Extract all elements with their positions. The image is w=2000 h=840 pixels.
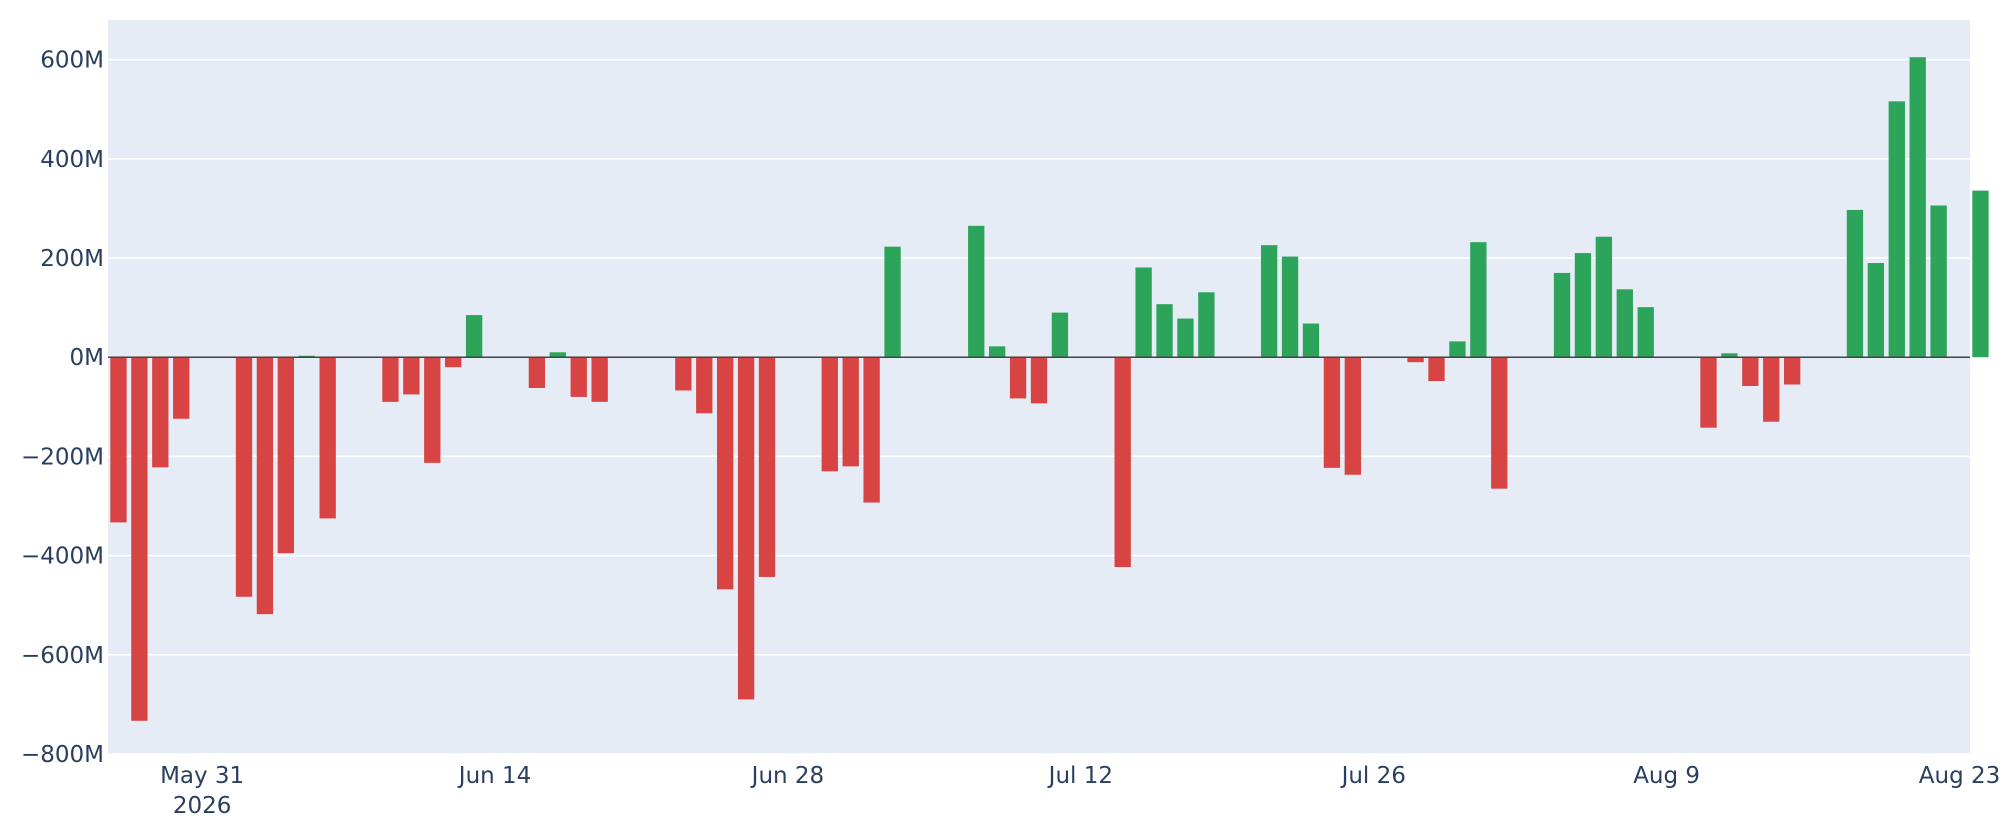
bar xyxy=(675,357,692,391)
bar xyxy=(863,357,880,503)
bar xyxy=(445,357,462,368)
bar xyxy=(1407,357,1424,363)
x-tick-label: Aug 23 xyxy=(1919,763,2000,789)
x-tick-label: Jun 14 xyxy=(457,763,532,789)
bar xyxy=(717,357,734,590)
bar xyxy=(1114,357,1131,568)
bar xyxy=(465,315,483,358)
bar xyxy=(1135,267,1152,358)
bar xyxy=(110,357,127,523)
bar xyxy=(1763,357,1780,422)
bar xyxy=(256,357,274,615)
bar xyxy=(884,246,901,358)
bar xyxy=(403,357,420,395)
bar xyxy=(842,357,859,467)
bar xyxy=(1721,353,1738,358)
bar xyxy=(988,346,1006,358)
bars xyxy=(110,57,1989,721)
bar xyxy=(968,225,985,358)
y-tick-label: −800M xyxy=(21,742,104,768)
y-tick-label: 600M xyxy=(40,48,104,74)
bar xyxy=(1972,190,1989,358)
bar xyxy=(235,357,253,597)
bar xyxy=(1491,357,1508,489)
bar xyxy=(1260,245,1278,358)
bar xyxy=(1030,357,1048,404)
bar xyxy=(570,357,587,397)
bar xyxy=(152,357,169,468)
bar xyxy=(528,357,546,388)
x-tick-sublabel: 2026 xyxy=(173,793,232,819)
bar xyxy=(1867,263,1885,358)
bar xyxy=(549,352,566,358)
y-tick-label: −600M xyxy=(21,643,104,669)
x-tick-label: May 31 xyxy=(160,763,244,789)
bar xyxy=(1198,292,1215,358)
y-tick-label: 400M xyxy=(40,147,104,173)
bar xyxy=(591,357,608,402)
bar xyxy=(1323,357,1341,468)
x-tick-label: Jul 12 xyxy=(1047,763,1113,789)
bar xyxy=(696,357,713,414)
bar xyxy=(1909,57,1926,358)
bar xyxy=(1470,242,1487,358)
bar xyxy=(1930,205,1947,358)
y-tick-label: −200M xyxy=(21,444,104,470)
bar xyxy=(1009,357,1027,399)
y-tick-label: 0M xyxy=(70,345,104,371)
bar xyxy=(1888,101,1905,358)
bar xyxy=(424,357,441,463)
y-axis-tick-labels: −800M −600M −400M −200M 0M 200M 400M 600M xyxy=(21,48,104,768)
bar xyxy=(1846,209,1864,358)
x-axis-tick-labels: May 31 2026 Jun 14 Jun 28 Jul 12 Jul 26 Aug 9 A… xyxy=(160,763,2000,819)
y-tick-label: −400M xyxy=(21,544,104,570)
bar xyxy=(1177,318,1194,358)
x-tick-label: Jul 26 xyxy=(1340,763,1406,789)
bar xyxy=(1156,304,1173,358)
bar xyxy=(173,357,190,419)
grid-lines xyxy=(108,58,1970,755)
y-tick-label: 200M xyxy=(40,246,104,272)
bar xyxy=(1574,253,1592,358)
bar xyxy=(1051,312,1069,358)
bar xyxy=(1616,289,1633,358)
bar xyxy=(1700,357,1717,428)
bar xyxy=(1344,357,1361,475)
bar xyxy=(277,357,294,554)
bar xyxy=(1595,236,1613,358)
bar xyxy=(821,357,838,472)
bar xyxy=(1553,272,1571,358)
bar xyxy=(758,357,776,577)
bar xyxy=(1784,357,1801,385)
bar xyxy=(131,357,148,721)
bar xyxy=(1428,357,1445,382)
bar xyxy=(737,357,755,700)
bar xyxy=(319,357,336,519)
x-tick-label: Aug 9 xyxy=(1633,763,1700,789)
bar xyxy=(1281,256,1299,358)
bar xyxy=(382,357,399,402)
x-tick-label: Jun 28 xyxy=(750,763,825,789)
bar xyxy=(1302,323,1320,358)
bar xyxy=(1637,307,1654,358)
bar xyxy=(1449,341,1466,358)
bar xyxy=(1742,357,1759,387)
